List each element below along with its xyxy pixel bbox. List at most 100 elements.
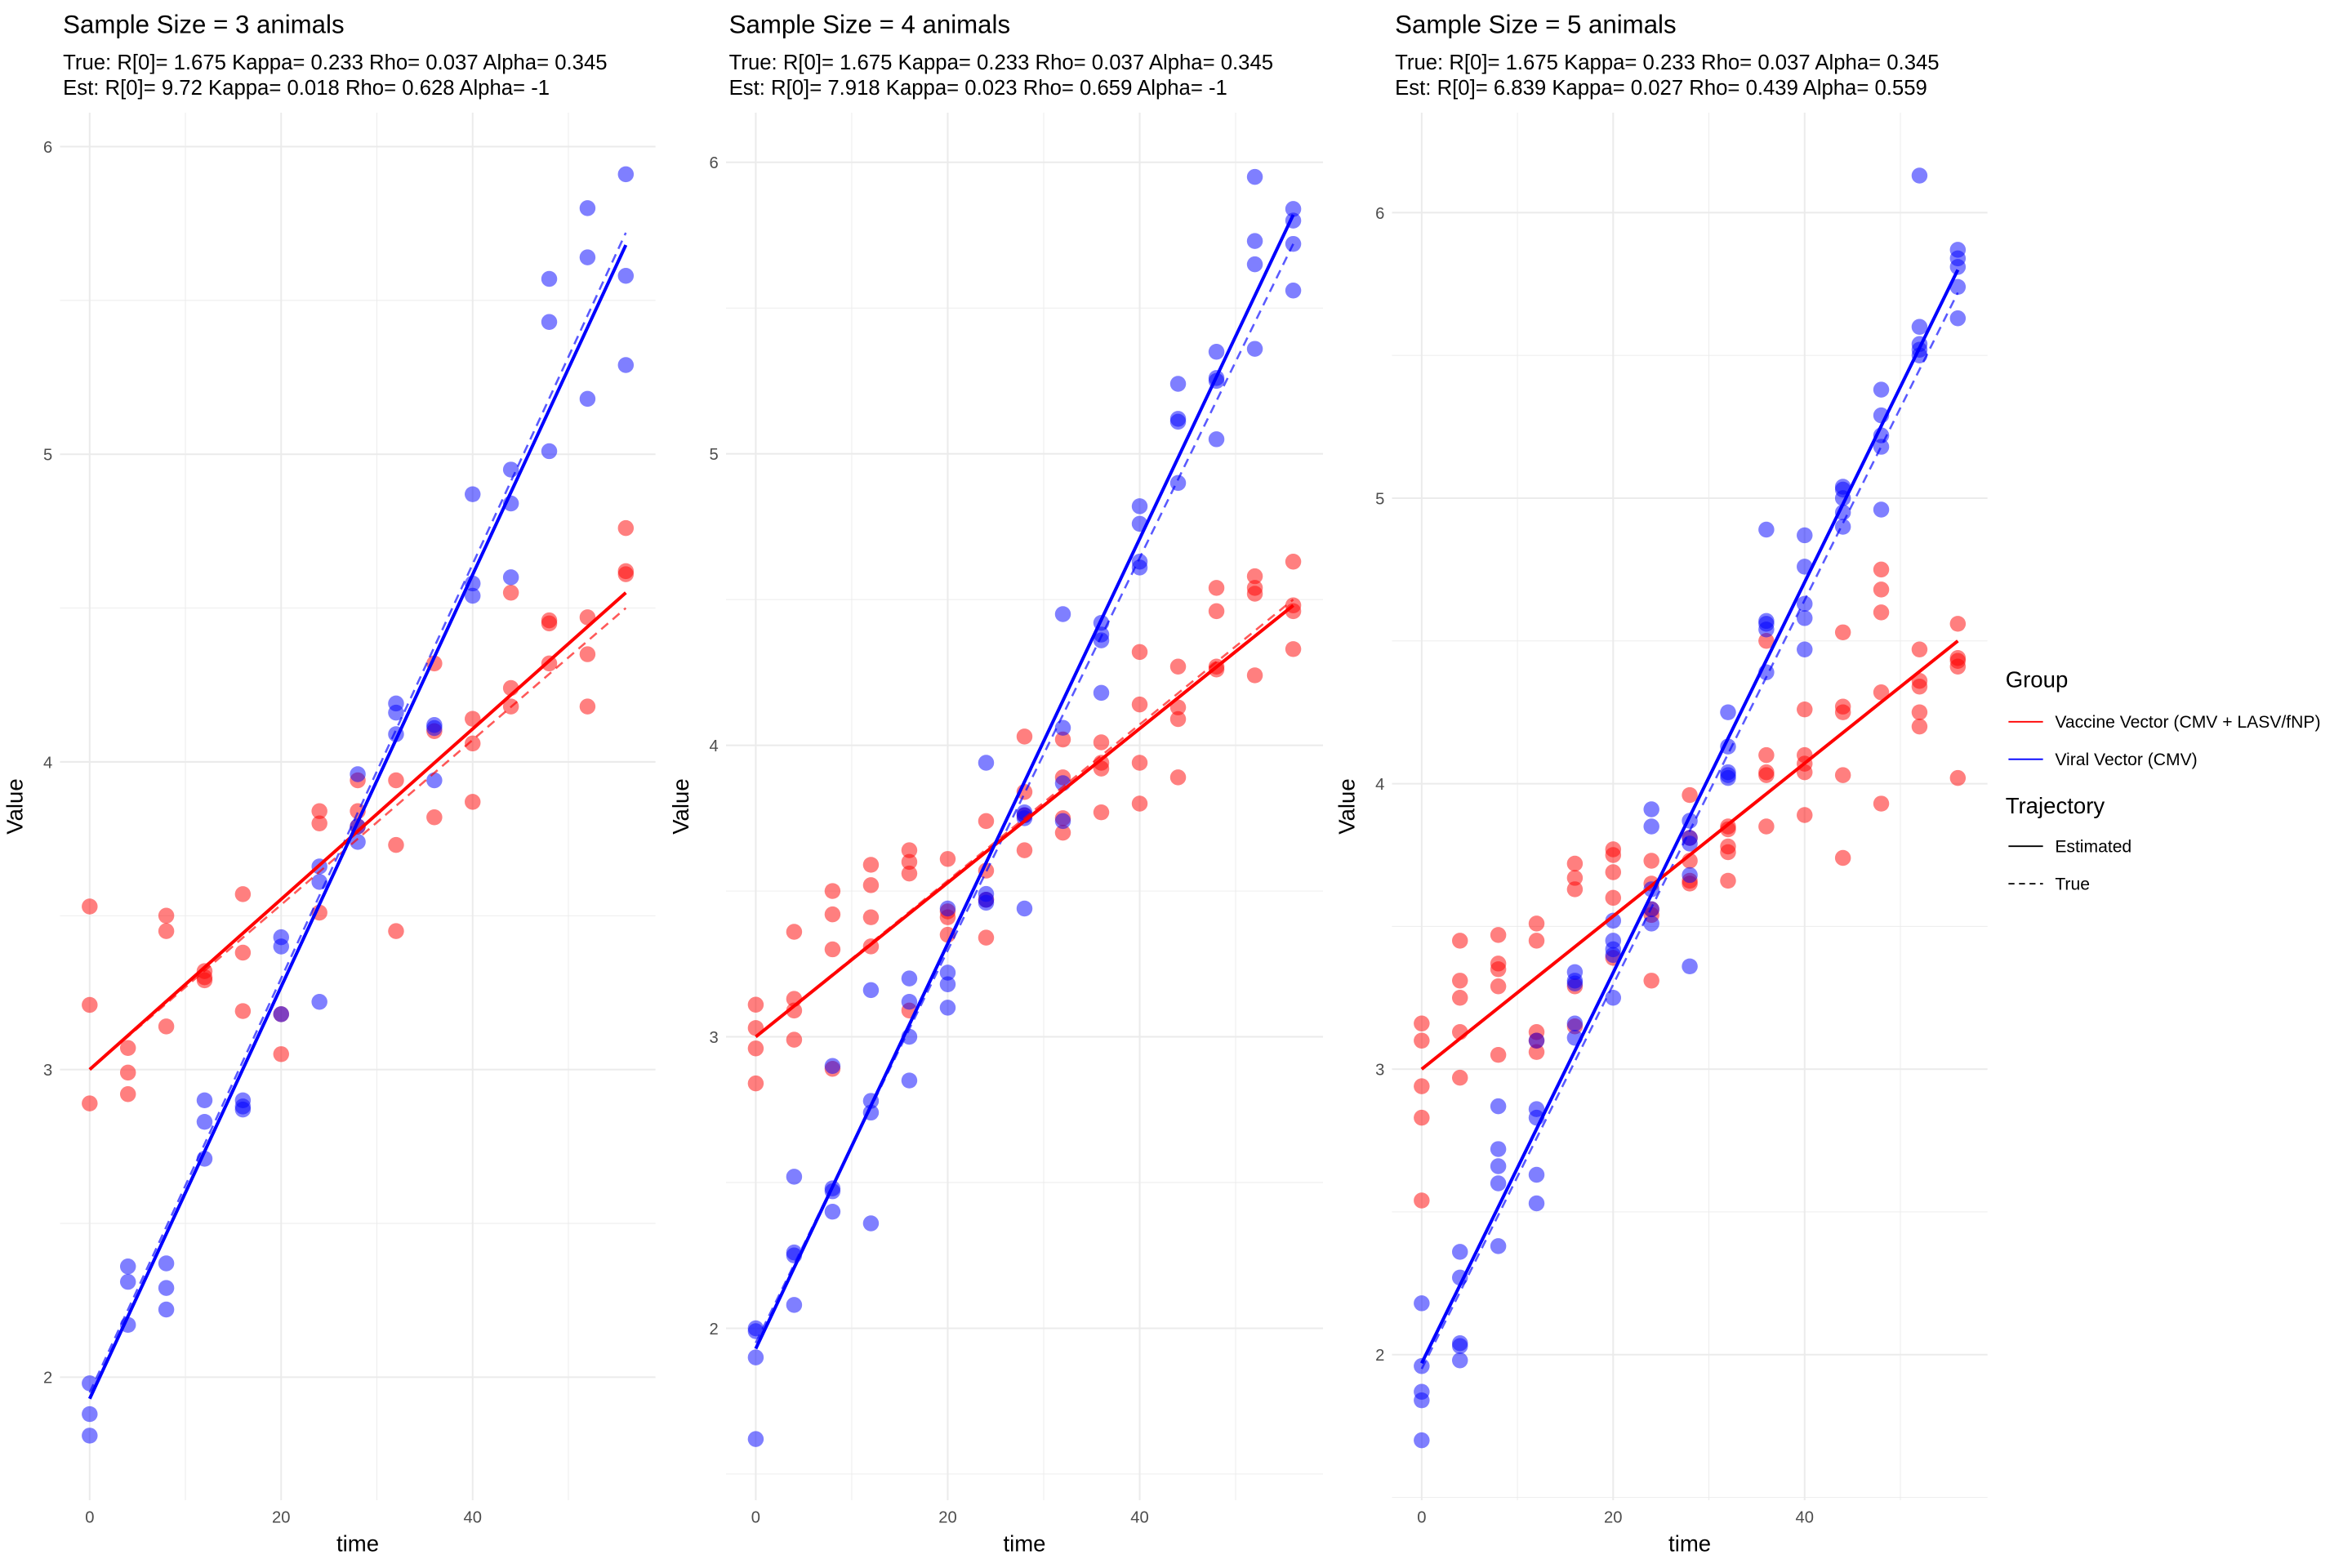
viral-point bbox=[747, 1431, 764, 1447]
vaccine-point bbox=[1911, 678, 1928, 695]
vaccine-point bbox=[158, 923, 175, 939]
y-tick-label: 4 bbox=[710, 737, 719, 755]
vaccine-point bbox=[1246, 586, 1263, 602]
viral-point bbox=[1758, 521, 1775, 538]
viral-point bbox=[273, 1006, 290, 1022]
viral-point bbox=[824, 1058, 841, 1074]
vaccine-point bbox=[1451, 1069, 1468, 1086]
vaccine-point bbox=[273, 1046, 290, 1062]
viral-point bbox=[1758, 621, 1775, 638]
viral-point bbox=[311, 994, 327, 1010]
viral-point bbox=[1490, 1175, 1507, 1192]
vaccine-point bbox=[234, 886, 252, 902]
vaccine-point bbox=[234, 1003, 252, 1019]
vaccine-point bbox=[862, 857, 880, 873]
vaccine-point bbox=[158, 1018, 175, 1035]
vaccine-point bbox=[1911, 641, 1928, 658]
vaccine-point bbox=[1054, 824, 1071, 841]
vaccine-point bbox=[579, 646, 596, 662]
viral-point bbox=[579, 249, 596, 265]
viral-point bbox=[388, 704, 404, 721]
vaccine-point bbox=[1605, 889, 1622, 906]
x-tick-label: 0 bbox=[85, 1509, 94, 1527]
vaccine-point bbox=[1873, 581, 1890, 598]
viral-point bbox=[1682, 958, 1698, 975]
viral-point bbox=[1911, 167, 1928, 184]
vaccine-point bbox=[465, 710, 481, 727]
viral-point bbox=[1451, 1244, 1468, 1260]
x-tick-label: 40 bbox=[1796, 1509, 1814, 1527]
viral-point bbox=[196, 1113, 213, 1130]
x-tick-label: 20 bbox=[938, 1509, 956, 1527]
viral-point bbox=[502, 461, 519, 478]
vaccine-point bbox=[1208, 603, 1225, 620]
vaccine-point bbox=[978, 813, 995, 830]
vaccine-point bbox=[1911, 718, 1928, 735]
panel-subtitle-true: True: R[0]= 1.675 Kappa= 0.233 Rho= 0.03… bbox=[63, 51, 607, 74]
viral-point bbox=[1720, 764, 1736, 781]
vaccine-point bbox=[426, 809, 443, 826]
viral-point bbox=[426, 719, 443, 737]
viral-point bbox=[1797, 610, 1813, 626]
vaccine-point bbox=[1490, 961, 1507, 978]
y-tick-label: 2 bbox=[1375, 1347, 1384, 1365]
vaccine-point bbox=[311, 803, 327, 819]
vaccine-point bbox=[617, 519, 635, 537]
vaccine-point bbox=[388, 923, 404, 939]
y-tick-label: 4 bbox=[43, 754, 52, 772]
viral-point bbox=[1949, 259, 1967, 275]
viral-point bbox=[824, 1203, 841, 1220]
vaccine-point bbox=[82, 996, 98, 1013]
legend-vaccine-label: Vaccine Vector (CMV + LASV/fNP) bbox=[2055, 713, 2320, 732]
vaccine-point bbox=[1834, 704, 1851, 720]
vaccine-point bbox=[196, 972, 213, 989]
viral-point bbox=[1451, 1338, 1468, 1354]
vaccine-point bbox=[1758, 633, 1775, 649]
viral-point bbox=[1451, 1352, 1468, 1369]
vaccine-point bbox=[824, 883, 841, 899]
viral-point bbox=[579, 200, 596, 216]
viral-point bbox=[234, 1101, 252, 1118]
viral-point bbox=[1414, 1432, 1430, 1449]
viral-point bbox=[862, 1215, 880, 1232]
x-tick-label: 0 bbox=[751, 1509, 760, 1527]
panel-1: 2 3 4 5 6 0 20 40 Sample Size = 3 animals True: R… bbox=[2, 11, 656, 1556]
viral-point bbox=[1797, 595, 1813, 612]
x-tick-label: 20 bbox=[272, 1509, 290, 1527]
vaccine-point bbox=[388, 772, 404, 789]
vaccine-point bbox=[579, 698, 596, 715]
y-axis-label: Value bbox=[1334, 778, 1360, 834]
vaccine-point bbox=[1605, 864, 1622, 880]
vaccine-point bbox=[1566, 881, 1584, 898]
viral-point bbox=[1246, 168, 1263, 185]
vaccine-point bbox=[1834, 767, 1851, 783]
vaccine-point bbox=[939, 851, 956, 867]
viral-point bbox=[939, 964, 956, 981]
viral-point bbox=[119, 1258, 136, 1275]
viral-point bbox=[1208, 431, 1225, 448]
viral-point bbox=[617, 166, 635, 183]
vaccine-point bbox=[1285, 553, 1302, 570]
vaccine-est-line bbox=[88, 591, 627, 1071]
vaccine-point bbox=[1451, 933, 1468, 949]
viral-point bbox=[541, 314, 558, 330]
vaccine-point bbox=[1949, 616, 1967, 632]
vaccine-point bbox=[1414, 1192, 1430, 1209]
vaccine-point bbox=[1643, 853, 1659, 869]
y-axis-label: Value bbox=[2, 778, 28, 834]
panel-subtitle-est: Est: R[0]= 6.839 Kappa= 0.027 Rho= 0.439… bbox=[1395, 77, 1927, 100]
panel-title: Sample Size = 3 animals bbox=[63, 11, 344, 39]
vaccine-point bbox=[901, 842, 918, 858]
viral-point bbox=[541, 443, 558, 460]
x-tick-label: 40 bbox=[1130, 1509, 1148, 1527]
vaccine-point bbox=[1758, 818, 1775, 835]
viral-point bbox=[1093, 632, 1110, 648]
viral-point bbox=[273, 938, 290, 955]
y-tick-label: 5 bbox=[43, 447, 52, 465]
vaccine-point bbox=[1834, 624, 1851, 641]
viral-point bbox=[939, 976, 956, 993]
x-tick-label: 40 bbox=[464, 1509, 482, 1527]
viral-point bbox=[978, 894, 995, 911]
x-tick-label: 0 bbox=[1417, 1509, 1426, 1527]
viral-point bbox=[1490, 1238, 1507, 1254]
